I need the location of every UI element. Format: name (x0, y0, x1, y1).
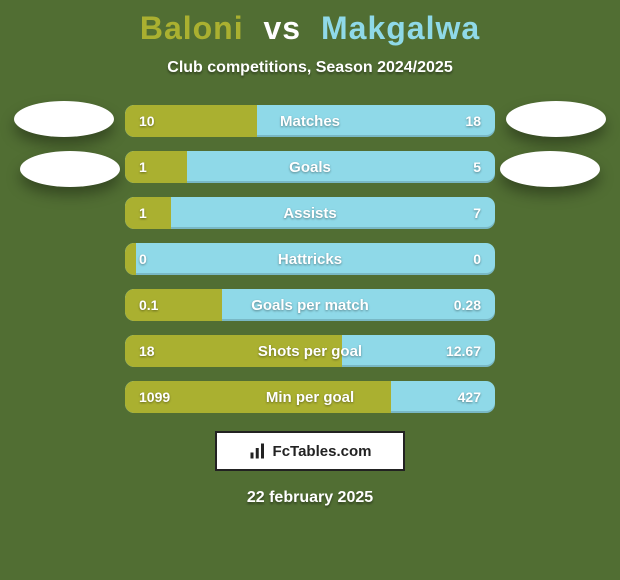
stat-label: Min per goal (125, 389, 495, 406)
stat-row-text: 1099Min per goal427 (125, 381, 495, 413)
stat-label: Shots per goal (125, 343, 495, 360)
stat-row: 0Hattricks0 (125, 243, 495, 275)
stat-label: Matches (125, 113, 495, 130)
stat-row-text: 10Matches18 (125, 105, 495, 137)
stat-row-text: 0Hattricks0 (125, 243, 495, 275)
stat-row: 18Shots per goal12.67 (125, 335, 495, 367)
stat-row: 0.1Goals per match0.28 (125, 289, 495, 321)
player1-photo-placeholder (14, 101, 114, 137)
player2-name: Makgalwa (321, 10, 480, 46)
stat-row: 1Assists7 (125, 197, 495, 229)
subtitle: Club competitions, Season 2024/2025 (0, 59, 620, 77)
stat-row: 1Goals5 (125, 151, 495, 183)
page-title: Baloni vs Makgalwa (0, 0, 620, 47)
comparison-card: Baloni vs Makgalwa Club competitions, Se… (0, 0, 620, 580)
stat-row-text: 0.1Goals per match0.28 (125, 289, 495, 321)
stat-label: Hattricks (125, 251, 495, 268)
stat-label: Goals per match (125, 297, 495, 314)
player1-badge-placeholder (20, 151, 120, 187)
vs-label: vs (264, 10, 302, 46)
stat-label: Goals (125, 159, 495, 176)
player2-photo-placeholder (506, 101, 606, 137)
stat-row-text: 18Shots per goal12.67 (125, 335, 495, 367)
player2-badge-placeholder (500, 151, 600, 187)
chart-icon (249, 442, 267, 460)
stat-label: Assists (125, 205, 495, 222)
stat-row: 1099Min per goal427 (125, 381, 495, 413)
brand-text: FcTables.com (273, 443, 372, 460)
player1-name: Baloni (140, 10, 244, 46)
brand-logo: FcTables.com (215, 431, 405, 471)
stat-rows: 10Matches18 1Goals5 1Assists7 0Hattricks0 0.… (125, 105, 495, 413)
stat-row-text: 1Assists7 (125, 197, 495, 229)
stats-area: 10Matches18 1Goals5 1Assists7 0Hattricks0 0.… (0, 105, 620, 413)
footer-date: 22 february 2025 (0, 489, 620, 507)
stat-row-text: 1Goals5 (125, 151, 495, 183)
stat-row: 10Matches18 (125, 105, 495, 137)
